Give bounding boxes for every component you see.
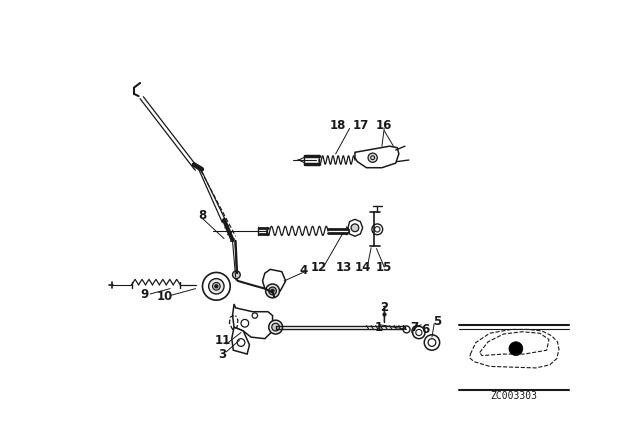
Circle shape xyxy=(269,320,283,334)
Text: 1: 1 xyxy=(375,321,383,334)
Circle shape xyxy=(269,287,276,295)
Text: 16: 16 xyxy=(376,119,392,132)
Circle shape xyxy=(424,335,440,350)
Circle shape xyxy=(209,279,224,294)
Text: 4: 4 xyxy=(300,264,307,277)
Circle shape xyxy=(368,153,378,162)
Text: 15: 15 xyxy=(376,261,392,274)
Text: 3: 3 xyxy=(218,348,227,361)
Text: 14: 14 xyxy=(355,261,371,274)
Text: 10: 10 xyxy=(157,290,173,303)
Circle shape xyxy=(372,224,383,235)
Text: 12: 12 xyxy=(310,261,327,274)
Text: 9: 9 xyxy=(141,288,149,301)
Text: ZC003303: ZC003303 xyxy=(490,391,537,401)
Circle shape xyxy=(215,285,218,288)
Text: 8: 8 xyxy=(198,209,207,222)
Polygon shape xyxy=(355,146,399,168)
Circle shape xyxy=(212,282,220,290)
Polygon shape xyxy=(348,220,363,236)
Polygon shape xyxy=(262,269,285,293)
Circle shape xyxy=(412,326,422,336)
Text: 2: 2 xyxy=(380,302,388,314)
Circle shape xyxy=(351,224,359,232)
Circle shape xyxy=(415,328,420,334)
Circle shape xyxy=(266,284,280,298)
Circle shape xyxy=(509,342,523,356)
Circle shape xyxy=(403,326,410,333)
Text: 7: 7 xyxy=(410,321,419,334)
Circle shape xyxy=(202,272,230,300)
Circle shape xyxy=(272,323,280,331)
Text: 5: 5 xyxy=(433,315,442,328)
Polygon shape xyxy=(232,327,250,354)
Text: 18: 18 xyxy=(330,119,346,132)
Text: 17: 17 xyxy=(353,119,369,132)
Text: 6: 6 xyxy=(422,323,430,336)
Text: 11: 11 xyxy=(214,334,230,347)
Circle shape xyxy=(271,289,274,293)
Text: 13: 13 xyxy=(335,261,351,274)
Circle shape xyxy=(232,271,240,279)
Polygon shape xyxy=(232,304,273,339)
Circle shape xyxy=(413,326,425,339)
